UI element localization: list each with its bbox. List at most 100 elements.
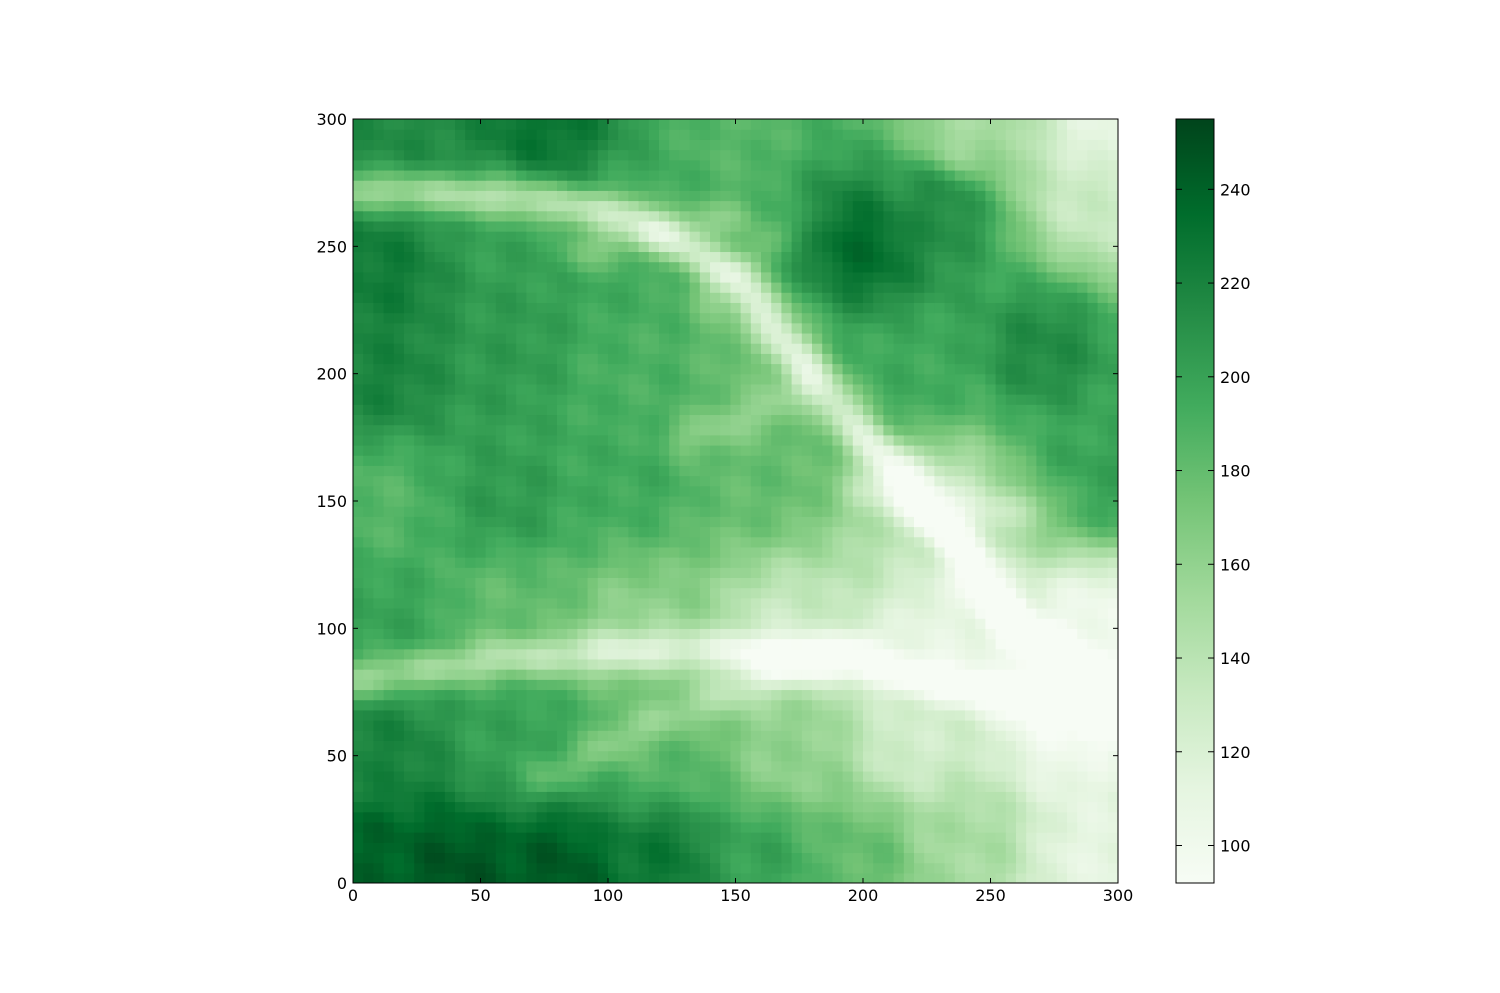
heatmap-cell xyxy=(842,842,854,854)
heatmap-cell xyxy=(638,699,650,711)
heatmap-cell xyxy=(465,862,476,874)
heatmap-cell xyxy=(740,811,752,823)
heatmap-cell xyxy=(404,241,415,253)
heatmap-cell xyxy=(842,607,854,619)
heatmap-cell xyxy=(648,546,660,558)
heatmap-cell xyxy=(608,648,619,660)
heatmap-cell xyxy=(761,251,772,263)
heatmap-cell xyxy=(597,740,609,752)
heatmap-cell xyxy=(557,730,568,741)
heatmap-cell xyxy=(1107,220,1118,232)
heatmap-cell xyxy=(1046,302,1058,314)
heatmap-cell xyxy=(1067,842,1078,854)
heatmap-cell xyxy=(954,465,966,477)
heatmap-cell xyxy=(1077,434,1088,446)
heatmap-cell xyxy=(393,434,405,446)
heatmap-cell xyxy=(495,363,507,375)
heatmap-cell xyxy=(730,607,742,619)
heatmap-cell xyxy=(985,241,997,253)
heatmap-cell xyxy=(638,506,650,517)
heatmap-cell xyxy=(485,628,497,640)
heatmap-cell xyxy=(893,363,905,375)
heatmap-cell xyxy=(771,760,782,772)
heatmap-cell xyxy=(975,842,986,854)
heatmap-cell xyxy=(1036,872,1048,883)
heatmap-cell xyxy=(1097,434,1109,446)
heatmap-cell xyxy=(995,394,1007,405)
heatmap-cell xyxy=(893,760,905,772)
heatmap-cell xyxy=(720,597,731,609)
heatmap-cell xyxy=(954,689,966,701)
heatmap-cell xyxy=(546,363,558,375)
heatmap-cell xyxy=(659,312,670,324)
heatmap-cell xyxy=(863,669,874,680)
heatmap-cell xyxy=(965,709,976,721)
heatmap-cell xyxy=(648,526,660,538)
heatmap-cell xyxy=(822,577,833,589)
heatmap-cell xyxy=(1087,373,1099,385)
heatmap-cell xyxy=(526,322,538,334)
heatmap-cell xyxy=(597,872,609,883)
heatmap-cell xyxy=(730,322,742,334)
heatmap-cell xyxy=(995,801,1007,813)
heatmap-cell xyxy=(1046,811,1058,823)
heatmap-cell xyxy=(679,516,691,528)
heatmap-cell xyxy=(363,271,374,283)
heatmap-cell xyxy=(393,312,405,324)
heatmap-cell xyxy=(373,414,385,426)
heatmap-cell xyxy=(944,587,956,599)
heatmap-cell xyxy=(424,607,436,619)
heatmap-cell xyxy=(444,506,456,517)
heatmap-cell xyxy=(608,597,619,609)
heatmap-cell xyxy=(404,231,415,242)
heatmap-cell xyxy=(1097,332,1109,344)
heatmap-cell xyxy=(485,200,497,212)
heatmap-cell xyxy=(383,597,395,609)
heatmap-cell xyxy=(873,740,884,752)
heatmap-cell xyxy=(373,862,385,874)
heatmap-cell xyxy=(546,332,558,344)
heatmap-cell xyxy=(699,200,711,212)
heatmap-cell xyxy=(730,567,742,578)
heatmap-cell xyxy=(546,506,558,517)
heatmap-cell xyxy=(1046,251,1058,263)
heatmap-cell xyxy=(516,801,527,813)
heatmap-cell xyxy=(699,862,711,874)
heatmap-cell xyxy=(648,801,660,813)
heatmap-cell xyxy=(608,781,619,792)
heatmap-cell xyxy=(1087,536,1099,548)
heatmap-cell xyxy=(557,709,568,721)
heatmap-cell xyxy=(771,587,782,599)
heatmap-cell xyxy=(1036,261,1048,273)
heatmap-cell xyxy=(761,373,772,385)
heatmap-cell xyxy=(710,516,721,528)
heatmap-cell xyxy=(720,770,731,782)
heatmap-cell xyxy=(455,465,466,477)
heatmap-cell xyxy=(750,434,762,446)
heatmap-cell xyxy=(1056,312,1068,324)
heatmap-cell xyxy=(506,444,517,456)
heatmap-cell xyxy=(689,434,701,446)
heatmap-cell xyxy=(903,383,915,395)
heatmap-cell xyxy=(1087,842,1099,854)
heatmap-cell xyxy=(638,200,650,212)
heatmap-cell xyxy=(863,506,874,517)
heatmap-cell xyxy=(873,536,884,548)
heatmap-cell xyxy=(842,730,854,741)
heatmap-cell xyxy=(587,383,599,395)
heatmap-cell xyxy=(444,862,456,874)
heatmap-cell xyxy=(546,241,558,253)
heatmap-cell xyxy=(1097,363,1109,375)
heatmap-cell xyxy=(924,760,935,772)
heatmap-cell xyxy=(567,801,578,813)
heatmap-cell xyxy=(740,607,752,619)
heatmap-cell xyxy=(781,536,793,548)
heatmap-cell xyxy=(597,281,609,293)
heatmap-cell xyxy=(975,302,986,314)
heatmap-cell xyxy=(903,312,915,324)
heatmap-cell xyxy=(567,485,578,497)
heatmap-cell xyxy=(873,394,884,405)
heatmap-cell xyxy=(924,607,935,619)
heatmap-cell xyxy=(577,720,589,731)
heatmap-cell xyxy=(1107,811,1118,823)
